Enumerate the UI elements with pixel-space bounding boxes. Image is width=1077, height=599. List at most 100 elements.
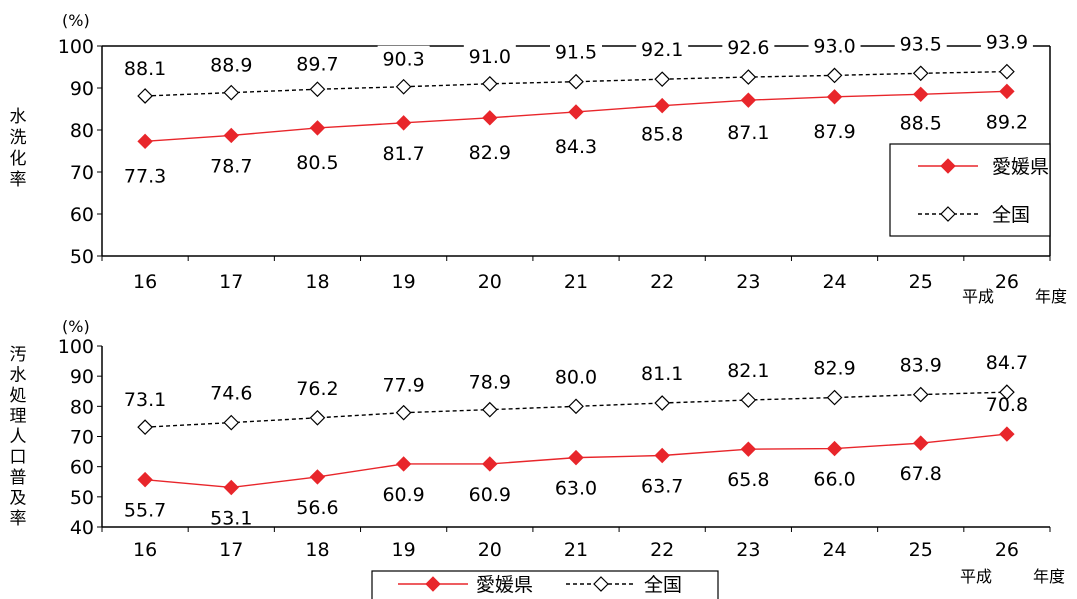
y-tick-label: 50 bbox=[70, 246, 94, 268]
data-label-national: 93.0 bbox=[813, 35, 855, 57]
y-unit-label: (%) bbox=[62, 317, 90, 336]
data-label-bg bbox=[377, 45, 430, 70]
data-point-ehime bbox=[826, 440, 843, 457]
data-label-ehime: 65.8 bbox=[727, 469, 769, 491]
data-point-national bbox=[137, 88, 153, 104]
x-tick-label: 19 bbox=[392, 539, 416, 561]
data-point-ehime bbox=[654, 97, 670, 114]
y-tick-label: 70 bbox=[70, 162, 94, 184]
y-tick-label: 40 bbox=[70, 517, 94, 539]
x-tick-label: 21 bbox=[564, 271, 588, 293]
y-tick-label: 80 bbox=[70, 120, 94, 142]
data-label-ehime: 80.5 bbox=[296, 152, 338, 174]
data-point-national bbox=[568, 398, 584, 415]
data-point-ehime bbox=[913, 86, 929, 103]
data-point-ehime bbox=[826, 89, 843, 105]
data-label-ehime: 89.2 bbox=[986, 111, 1028, 133]
legend-label-ehime: 愛媛県 bbox=[476, 574, 533, 596]
x-tick-label: 17 bbox=[219, 271, 243, 293]
data-label-national: 91.5 bbox=[555, 42, 597, 64]
data-point-national bbox=[826, 389, 843, 406]
data-point-national bbox=[481, 75, 498, 92]
data-point-national bbox=[568, 73, 584, 90]
legend-marker-ehime bbox=[940, 158, 956, 174]
data-point-national bbox=[223, 84, 240, 101]
data-point-national bbox=[309, 409, 326, 426]
data-label-ehime: 77.3 bbox=[124, 165, 166, 187]
x-tick-label: 26 bbox=[995, 271, 1019, 293]
data-label-bg bbox=[636, 36, 689, 61]
data-label-national: 77.9 bbox=[382, 375, 424, 397]
data-point-ehime bbox=[568, 104, 584, 120]
data-point-ehime bbox=[395, 456, 412, 472]
x-tick-label: 16 bbox=[133, 539, 157, 561]
data-label-ehime: 78.7 bbox=[210, 155, 252, 177]
data-point-national bbox=[654, 71, 671, 88]
data-point-national bbox=[481, 401, 498, 418]
data-point-national bbox=[654, 395, 671, 411]
data-label-ehime: 63.0 bbox=[555, 478, 597, 500]
x-tick-label: 25 bbox=[909, 271, 933, 293]
data-point-ehime bbox=[913, 435, 929, 451]
x-tick-label: 23 bbox=[736, 271, 760, 293]
data-point-ehime bbox=[654, 447, 670, 464]
x-tick-label: 24 bbox=[822, 271, 846, 293]
x-tick-label: 20 bbox=[478, 539, 502, 561]
data-label-ehime: 66.0 bbox=[813, 469, 855, 491]
data-label-ehime: 87.1 bbox=[727, 122, 769, 144]
data-label-bg bbox=[722, 34, 775, 59]
x-tick-label: 26 bbox=[995, 539, 1019, 561]
data-label-national: 91.0 bbox=[469, 46, 511, 68]
data-point-national bbox=[826, 67, 843, 84]
data-label-bg bbox=[550, 38, 602, 63]
y-tick-label: 100 bbox=[58, 336, 94, 358]
data-label-bg bbox=[205, 51, 258, 76]
data-point-ehime bbox=[223, 127, 239, 144]
data-label-national: 82.9 bbox=[813, 358, 855, 380]
data-label-ehime: 84.3 bbox=[555, 136, 597, 158]
data-point-national bbox=[223, 414, 240, 431]
x-tick-label: 16 bbox=[133, 271, 157, 293]
legend-label-national: 全国 bbox=[644, 574, 682, 596]
y-tick-label: 60 bbox=[70, 204, 94, 226]
data-point-national bbox=[740, 392, 757, 408]
data-label-ehime: 60.9 bbox=[469, 484, 511, 506]
data-label-ehime: 70.8 bbox=[986, 394, 1028, 416]
series-line-national bbox=[145, 70, 1007, 97]
data-label-bg bbox=[291, 50, 344, 75]
data-label-national: 93.5 bbox=[900, 33, 942, 55]
x-tick-label: 22 bbox=[650, 271, 674, 293]
data-label-national: 88.9 bbox=[210, 55, 252, 77]
data-label-national: 93.9 bbox=[986, 32, 1028, 54]
data-point-national bbox=[999, 384, 1015, 401]
legend-marker-national bbox=[940, 206, 956, 222]
data-point-ehime bbox=[309, 120, 326, 136]
data-label-national: 90.3 bbox=[382, 49, 424, 71]
legend-marker-national bbox=[593, 576, 609, 592]
data-label-ehime: 81.7 bbox=[382, 143, 424, 165]
y-tick-label: 90 bbox=[70, 78, 94, 100]
data-point-national bbox=[740, 69, 757, 85]
y-tick-label: 50 bbox=[70, 487, 94, 509]
data-label-national: 89.7 bbox=[296, 53, 338, 75]
data-point-national bbox=[912, 65, 929, 82]
data-label-ehime: 60.9 bbox=[382, 484, 424, 506]
x-era-label: 平成 bbox=[960, 567, 992, 586]
data-point-ehime bbox=[568, 449, 584, 466]
legend-box bbox=[889, 143, 1051, 237]
data-point-ehime bbox=[395, 115, 412, 131]
data-label-national: 80.0 bbox=[555, 366, 597, 388]
legend-label-national: 全国 bbox=[992, 204, 1030, 226]
y-tick-label: 90 bbox=[70, 366, 94, 388]
data-label-national: 74.6 bbox=[210, 383, 252, 405]
x-tick-label: 20 bbox=[478, 271, 502, 293]
data-label-ehime: 87.9 bbox=[813, 121, 855, 143]
data-point-ehime bbox=[309, 469, 326, 485]
data-label-bg bbox=[808, 32, 861, 57]
data-point-national bbox=[395, 78, 412, 95]
data-label-bg bbox=[463, 42, 516, 67]
data-label-ehime: 82.9 bbox=[469, 142, 511, 164]
